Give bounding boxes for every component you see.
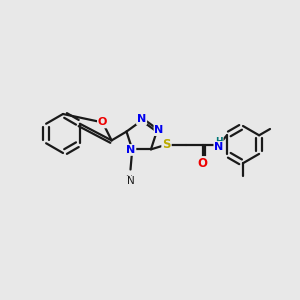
Text: N: N: [137, 114, 146, 124]
Text: N: N: [214, 142, 224, 152]
Text: N: N: [127, 176, 134, 186]
Text: O: O: [197, 157, 208, 170]
Text: H: H: [215, 137, 223, 146]
Text: O: O: [98, 117, 107, 128]
Text: N: N: [126, 175, 132, 184]
Text: S: S: [162, 138, 171, 151]
Text: N: N: [154, 125, 164, 135]
Text: N: N: [126, 145, 135, 155]
